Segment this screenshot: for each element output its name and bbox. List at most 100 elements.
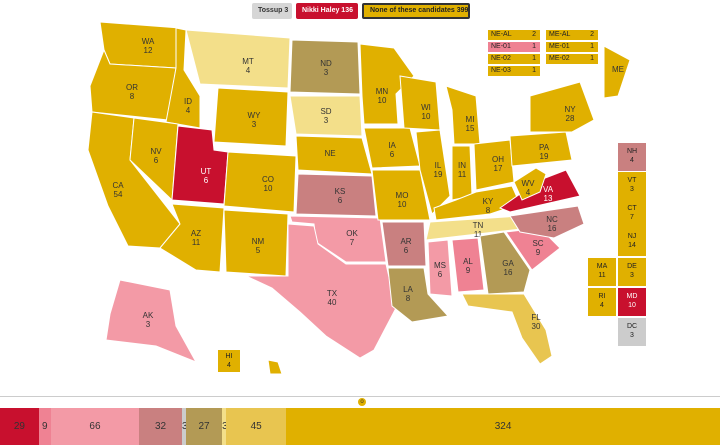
state-me[interactable] bbox=[603, 45, 631, 99]
district-ev: 1 bbox=[532, 43, 536, 50]
bar-segment-6[interactable]: 3 bbox=[222, 408, 227, 445]
state-box-ma[interactable]: MA 11 bbox=[588, 258, 616, 286]
state-label-ok: OK bbox=[346, 229, 358, 238]
state-az[interactable] bbox=[159, 203, 225, 273]
state-label-ny: NY bbox=[564, 105, 576, 114]
state-box-nh[interactable]: NH 4 bbox=[618, 143, 646, 171]
box-label: NJ bbox=[627, 233, 637, 240]
legend-none[interactable]: None of these candidates 399 bbox=[362, 3, 470, 19]
state-ev-mo: 10 bbox=[398, 200, 407, 209]
legend-tossup[interactable]: Tossup 3 bbox=[252, 3, 292, 19]
state-ev-pa: 19 bbox=[540, 152, 549, 161]
bar-segment-1[interactable]: 9 bbox=[38, 408, 51, 445]
state-box-dc[interactable]: DC 3 bbox=[618, 318, 646, 346]
bar-segment-5[interactable]: 27 bbox=[185, 408, 223, 445]
state-mi[interactable] bbox=[445, 85, 481, 145]
box-label: RI bbox=[598, 293, 606, 300]
state-wy[interactable] bbox=[213, 87, 289, 147]
state-label-ia: IA bbox=[388, 141, 396, 150]
maine-districts: ME-AL 2 ME-01 1 ME-02 1 bbox=[546, 30, 598, 66]
district-label: NE-01 bbox=[491, 43, 511, 50]
legend-haley[interactable]: Nikki Haley 136 bbox=[296, 3, 358, 19]
state-ev-mt: 4 bbox=[246, 66, 251, 75]
state-ny[interactable] bbox=[529, 81, 595, 133]
state-label-wy: WY bbox=[248, 111, 262, 120]
state-ev-id: 4 bbox=[186, 106, 191, 115]
state-ok[interactable] bbox=[289, 215, 387, 263]
state-fl[interactable] bbox=[461, 293, 553, 365]
state-ky[interactable] bbox=[433, 185, 521, 221]
state-wv[interactable] bbox=[513, 167, 547, 201]
state-mt[interactable] bbox=[185, 29, 291, 89]
district-ne-02[interactable]: NE-02 1 bbox=[488, 54, 540, 64]
state-box-vt[interactable]: VT 3 bbox=[618, 172, 646, 200]
state-nc[interactable] bbox=[509, 205, 585, 239]
box-label: MA bbox=[596, 263, 608, 270]
state-tx[interactable] bbox=[245, 223, 397, 359]
district-me-01[interactable]: ME-01 1 bbox=[546, 42, 598, 52]
state-co[interactable] bbox=[223, 151, 297, 213]
state-ev-la: 8 bbox=[406, 294, 411, 303]
state-ga[interactable] bbox=[479, 231, 531, 295]
state-ks[interactable] bbox=[295, 173, 377, 217]
state-mo[interactable] bbox=[371, 169, 431, 221]
district-ne-01[interactable]: NE-01 1 bbox=[488, 42, 540, 52]
state-label-me: ME bbox=[612, 65, 624, 74]
bar-segment-0[interactable]: 29 bbox=[0, 408, 39, 445]
state-box-de[interactable]: DE 3 bbox=[618, 258, 646, 286]
state-al[interactable] bbox=[451, 237, 485, 293]
box-label: VT bbox=[627, 177, 637, 184]
state-id[interactable] bbox=[165, 27, 201, 129]
district-me-al[interactable]: ME-AL 2 bbox=[546, 30, 598, 40]
state-la[interactable] bbox=[387, 267, 449, 323]
district-ev: 1 bbox=[532, 67, 536, 74]
state-label-id: ID bbox=[184, 97, 192, 106]
state-ev-oh: 17 bbox=[494, 164, 503, 173]
state-ev-wi: 10 bbox=[422, 112, 431, 121]
state-wi[interactable] bbox=[399, 75, 441, 131]
state-ev-nv: 6 bbox=[154, 156, 159, 165]
state-label-pa: PA bbox=[539, 143, 550, 152]
state-box-ri[interactable]: RI 4 bbox=[588, 288, 616, 316]
state-ev-ar: 6 bbox=[404, 246, 409, 255]
district-label: ME-01 bbox=[549, 43, 570, 50]
state-sd[interactable] bbox=[289, 95, 363, 137]
state-ak[interactable] bbox=[105, 279, 198, 363]
bar-segment-4[interactable]: 3 bbox=[181, 408, 186, 445]
state-label-ky: KY bbox=[483, 197, 494, 206]
state-box-md[interactable]: MD 10 bbox=[618, 288, 646, 316]
district-me-02[interactable]: ME-02 1 bbox=[546, 54, 598, 64]
state-pa[interactable] bbox=[509, 131, 573, 167]
state-label-nv: NV bbox=[150, 147, 162, 156]
state-label-wa: WA bbox=[142, 37, 155, 46]
district-ne-al[interactable]: NE-AL 2 bbox=[488, 30, 540, 40]
state-nd[interactable] bbox=[289, 39, 361, 95]
district-ev: 1 bbox=[532, 55, 536, 62]
state-box-nj[interactable]: NJ 14 bbox=[618, 228, 646, 256]
state-label-al: AL bbox=[463, 257, 473, 266]
district-label: ME-AL bbox=[549, 31, 571, 38]
state-ev-or: 8 bbox=[130, 92, 135, 101]
state-ev-nd: 3 bbox=[324, 68, 329, 77]
state-hi[interactable] bbox=[267, 359, 283, 375]
box-ev: 4 bbox=[600, 302, 604, 309]
state-label-wi: WI bbox=[421, 103, 431, 112]
box-ev: 3 bbox=[630, 332, 634, 339]
state-label-nm: NM bbox=[252, 237, 265, 246]
state-box-hi[interactable]: HI 4 bbox=[218, 350, 240, 372]
state-ms[interactable] bbox=[427, 239, 453, 297]
bar-segment-8[interactable]: 324 bbox=[286, 408, 720, 445]
state-mn[interactable] bbox=[359, 43, 415, 125]
bar-segment-2[interactable]: 66 bbox=[50, 408, 140, 445]
state-ev-ms: 6 bbox=[438, 270, 443, 279]
district-ev: 1 bbox=[590, 55, 594, 62]
bar-segment-7[interactable]: 45 bbox=[226, 408, 287, 445]
district-ne-03[interactable]: NE-03 1 bbox=[488, 66, 540, 76]
state-wa[interactable] bbox=[99, 21, 181, 69]
district-label: NE-03 bbox=[491, 67, 511, 74]
state-ev-ky: 8 bbox=[486, 206, 491, 215]
state-ev-ga: 16 bbox=[504, 268, 513, 277]
state-box-ct[interactable]: CT 7 bbox=[618, 200, 646, 228]
state-ar[interactable] bbox=[381, 221, 427, 267]
bar-segment-3[interactable]: 32 bbox=[139, 408, 182, 445]
